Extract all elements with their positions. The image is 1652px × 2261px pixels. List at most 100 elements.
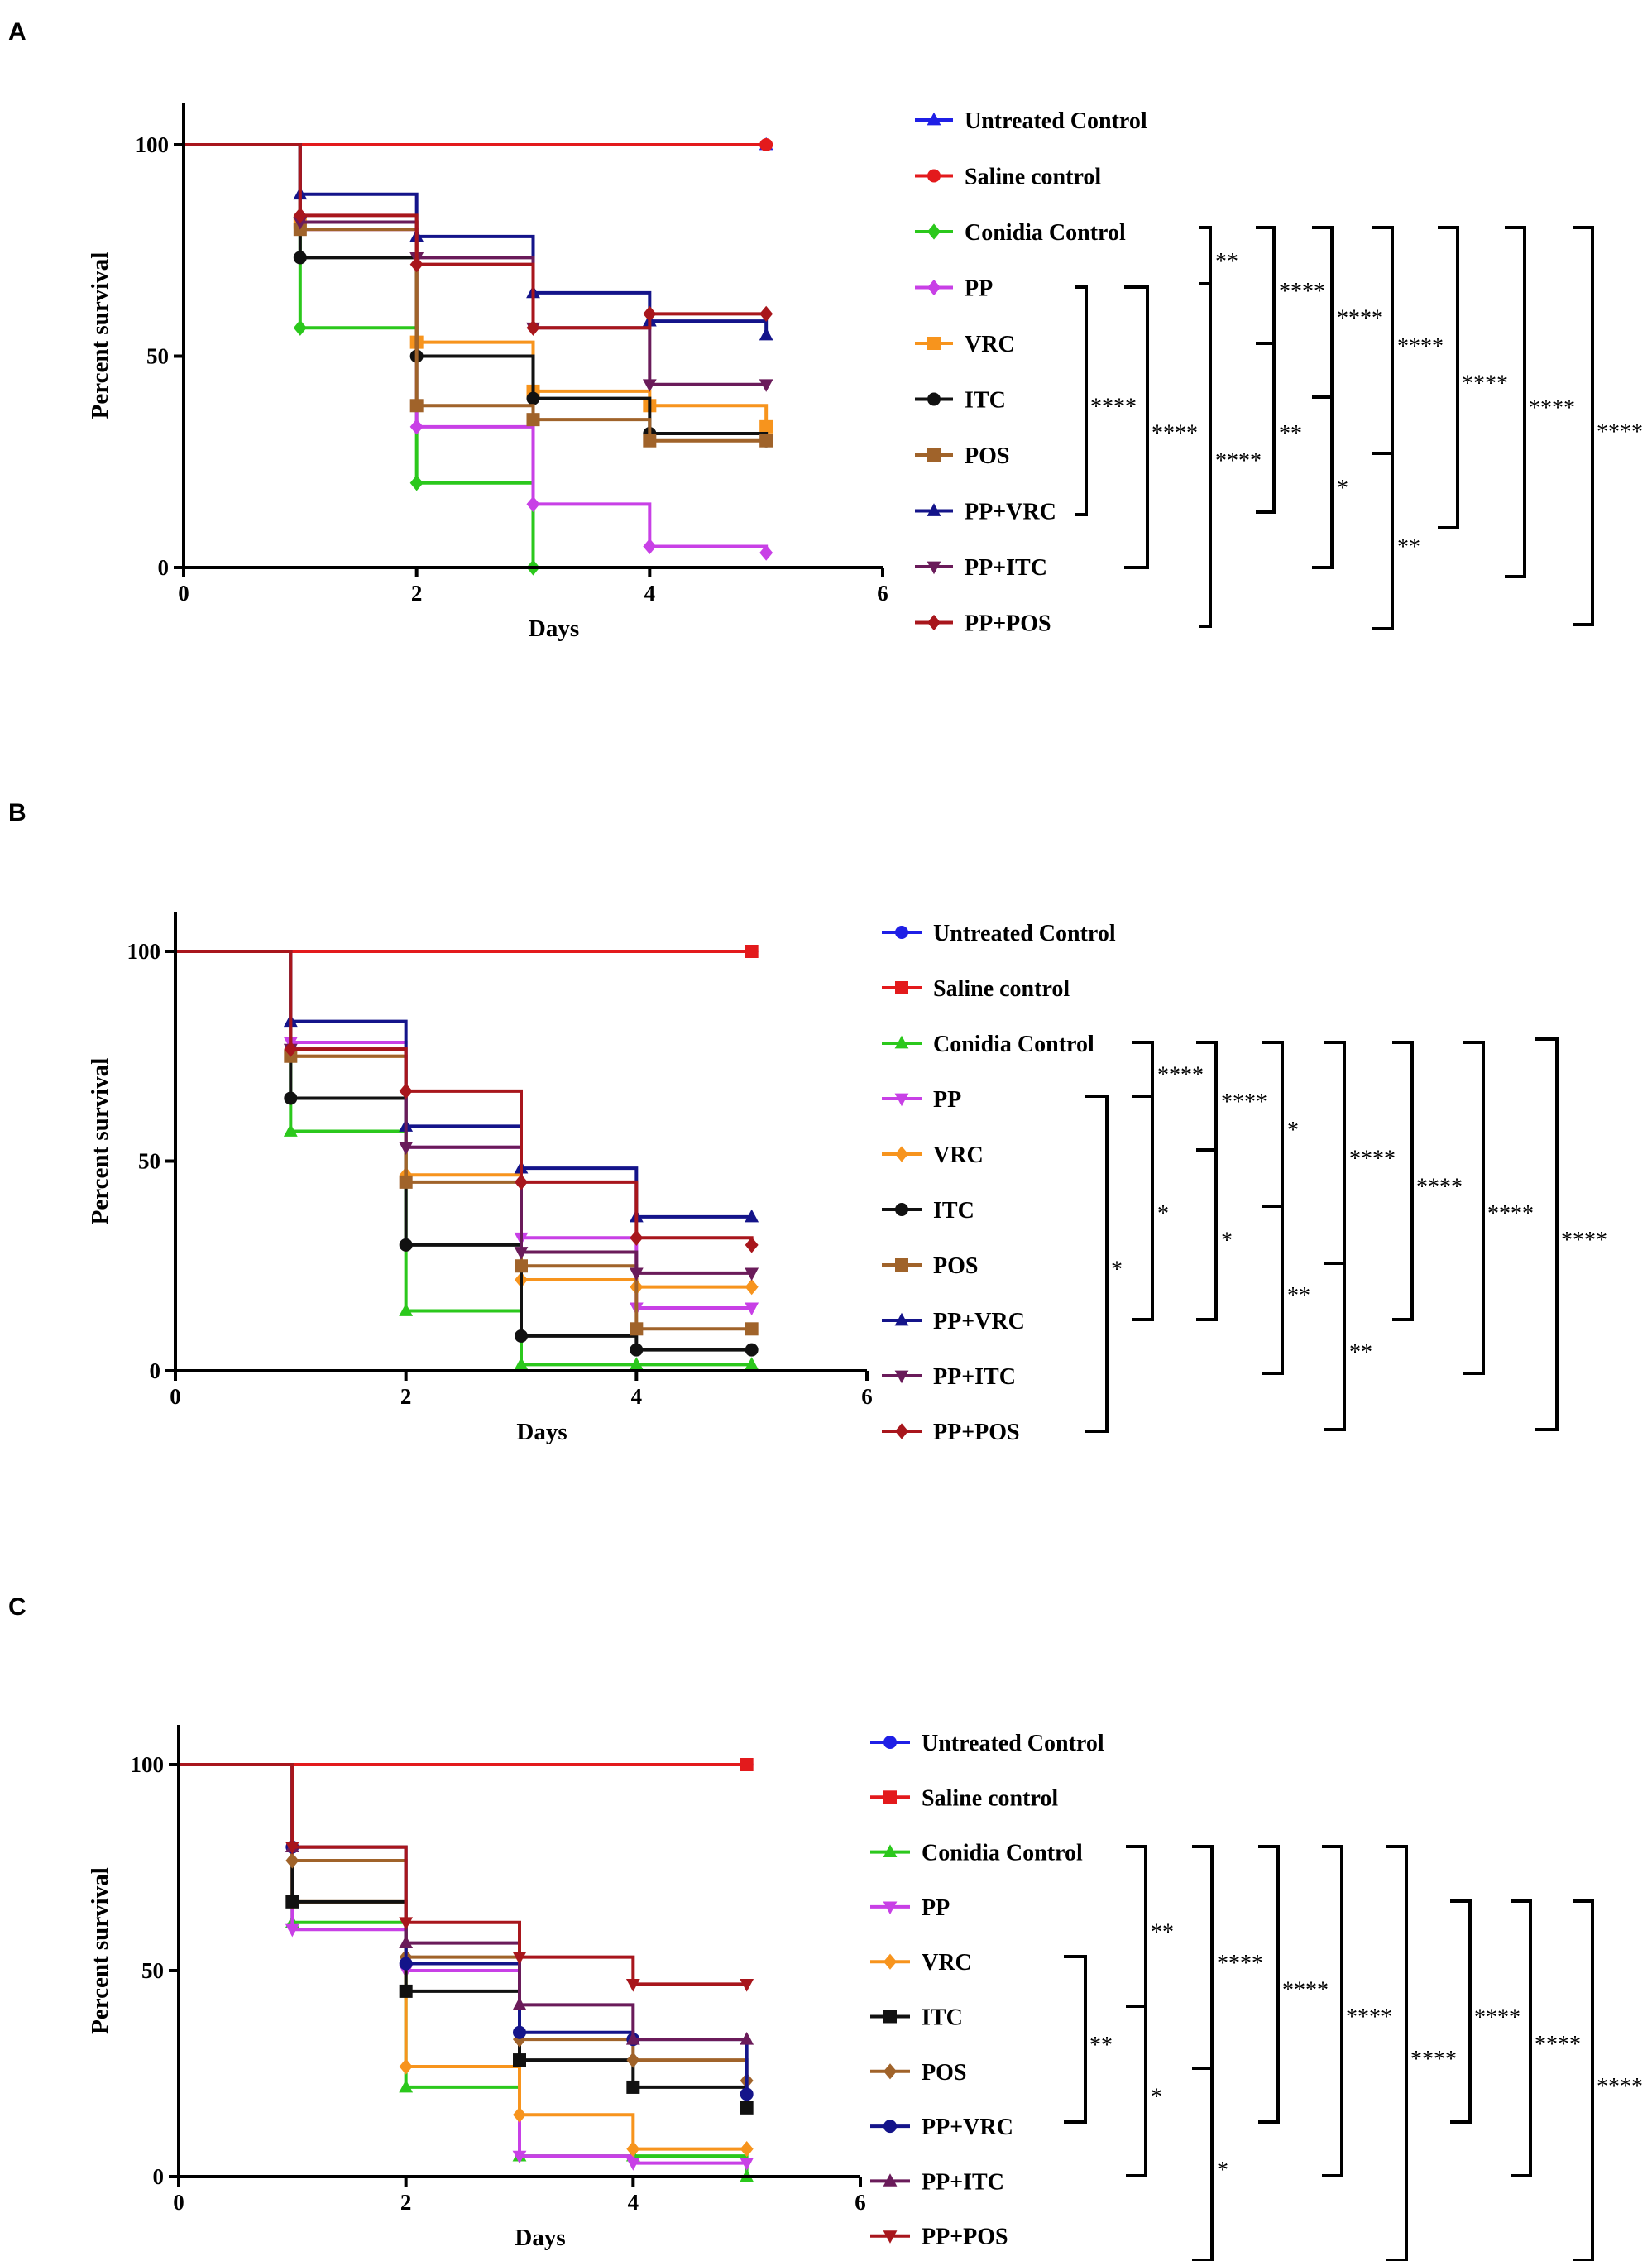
panel-c-point-pp — [285, 1923, 299, 1938]
panel-b-point-pp-pos — [515, 1174, 528, 1190]
panel-b-point-pp-itc — [629, 1267, 644, 1281]
bracket-upper-label: ** — [1215, 249, 1238, 275]
panel-c-series-vrc — [179, 1763, 754, 2158]
bracket-line — [1511, 1899, 1532, 2177]
panel-b-point-itc — [284, 1091, 298, 1105]
panel-c-legend-item-pos: POS — [870, 2060, 966, 2086]
bracket-label: **** — [1597, 2074, 1643, 2100]
panel-c-legend-item-pp-pos: PP+POS — [870, 2225, 1008, 2250]
legend-swatch-marker — [927, 169, 941, 183]
panel-b-series-pp-pos — [175, 950, 759, 1253]
bracket-upper-label: **** — [1397, 334, 1444, 360]
bracket-lower-label: * — [1217, 2158, 1228, 2183]
bracket-line — [1258, 1845, 1280, 2124]
panel-a-legend-item-pp: PP — [915, 276, 993, 302]
panel-c-label: C — [8, 1593, 26, 1621]
bracket-line — [1132, 1041, 1154, 1321]
panel-a-point-conidia-control — [409, 475, 424, 491]
panel-b-legend: Untreated Control Saline control Conidia C… — [882, 921, 1116, 1445]
panel-c-legend-item-untreated-control: Untreated Control — [870, 1731, 1104, 1756]
bracket-line — [1196, 1041, 1218, 1321]
panel-a-significance-bracket: ****** — [1372, 226, 1444, 630]
legend-label: PP+POS — [922, 2225, 1008, 2250]
legend-label: PP+VRC — [922, 2115, 1013, 2140]
panel-a-point-itc — [293, 251, 307, 265]
panel-c-point-itc — [626, 2080, 640, 2094]
panel-c-series-conidia-control — [179, 1763, 754, 2182]
bracket-lower-label: ** — [1397, 534, 1420, 560]
panel-a-y-tick-label: 100 — [136, 132, 170, 157]
bracket-label: **** — [1090, 395, 1137, 420]
panel-b-point-pp-pos — [745, 1237, 759, 1253]
panel-a-point-pp — [643, 538, 657, 555]
panel-c-x-tick-label: 6 — [855, 2190, 866, 2215]
panel-c-point-conidia-control — [399, 2079, 414, 2093]
panel-a: A 0 2 4 6 0 50 100 Days Percent survival Untreated… — [0, 0, 1652, 794]
panel-b-point-vrc — [745, 1279, 759, 1296]
panel-a-line-pp — [184, 143, 769, 553]
bracket-line — [1064, 1955, 1087, 2124]
panel-b-legend-item-vrc: VRC — [882, 1142, 984, 1168]
bracket-lower-label: * — [1337, 476, 1348, 501]
panel-b-significance-bracket: ****** — [1324, 1041, 1396, 1431]
panel-a-y-tick-label: 0 — [158, 555, 170, 580]
panel-b-line-pp-itc — [175, 950, 752, 1275]
legend-label: Untreated Control — [965, 108, 1147, 134]
panel-a-significance-bracket: **** — [1573, 226, 1643, 626]
panel-b-x-axis-title: Days — [516, 1419, 567, 1445]
panel-c-point-pp-itc — [740, 2031, 754, 2045]
legend-swatch-marker — [894, 1035, 909, 1049]
legend-label: PP+VRC — [933, 1309, 1025, 1334]
bracket-label: **** — [1597, 419, 1643, 445]
panel-b-point-pp-pos — [399, 1083, 413, 1099]
panel-c-significance-bracket: ** — [1064, 1955, 1113, 2124]
panel-b-point-pp-itc — [399, 1142, 414, 1155]
panel-b-point-conidia-control — [629, 1357, 644, 1370]
bracket-line — [1322, 1845, 1343, 2177]
panel-a-series-conidia-control — [184, 143, 540, 576]
panel-a-point-itc — [526, 391, 540, 405]
bracket-line — [1392, 1041, 1414, 1321]
panel-c-point-pp-vrc — [399, 1957, 413, 1971]
panel-a-series-pos — [184, 143, 773, 448]
bracket-line — [1256, 226, 1276, 514]
bracket-label: ** — [1089, 2033, 1113, 2058]
legend-swatch-marker — [927, 392, 941, 406]
panel-c-point-itc — [285, 1895, 299, 1909]
bracket-lower-label: ** — [1279, 421, 1302, 447]
panel-b-series-pp — [175, 950, 759, 1316]
bracket-line — [1573, 1899, 1594, 2261]
panel-b-line-conidia-control — [175, 950, 752, 1367]
panel-b-significance-bracket: * — [1085, 1095, 1123, 1433]
legend-swatch-marker — [883, 1790, 897, 1804]
legend-label: PP+VRC — [965, 500, 1056, 525]
panel-c-point-vrc — [513, 2106, 526, 2123]
legend-swatch-marker — [883, 2120, 897, 2134]
bracket-upper-label: **** — [1217, 1951, 1263, 1976]
panel-b-significance-bracket: **** — [1392, 1041, 1463, 1321]
panel-a-x-tick-label: 6 — [877, 581, 888, 606]
panel-b-point-pp-pos — [630, 1229, 644, 1246]
panel-c-significance-bracket: **** — [1258, 1845, 1329, 2124]
panel-b-label: B — [8, 799, 26, 826]
bracket-line — [1450, 1899, 1472, 2124]
bracket-line — [1324, 1041, 1346, 1431]
legend-label: Conidia Control — [933, 1032, 1094, 1057]
legend-label: VRC — [965, 332, 1015, 357]
legend-label: POS — [922, 2060, 966, 2086]
bracket-lower-label: ** — [1287, 1283, 1310, 1309]
panel-c-line-pp-pos — [179, 1763, 747, 1986]
legend-swatch-marker — [927, 448, 941, 462]
legend-swatch-marker — [883, 1901, 898, 1915]
panel-c-y-tick-label: 100 — [131, 1752, 165, 1777]
legend-swatch-marker — [883, 1953, 897, 1970]
panel-a-point-pp-pos — [643, 305, 657, 322]
legend-label: Saline control — [922, 1785, 1058, 1811]
legend-swatch-marker — [883, 2230, 898, 2244]
panel-b-legend-item-conidia-control: Conidia Control — [882, 1032, 1094, 1057]
panel-a-label: A — [8, 18, 26, 46]
panel-c-point-pos — [513, 2031, 526, 2048]
panel-c-point-pp — [740, 2158, 754, 2171]
panel-b-line-pp-vrc — [175, 950, 752, 1219]
panel-b-point-pp-pos — [284, 1041, 298, 1057]
